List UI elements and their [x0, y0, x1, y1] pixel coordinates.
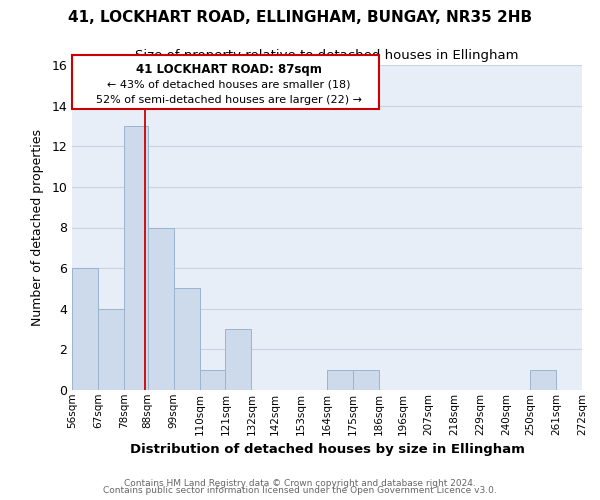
Bar: [353, 370, 379, 390]
Bar: [72, 55, 379, 108]
Text: ← 43% of detached houses are smaller (18): ← 43% of detached houses are smaller (18…: [107, 79, 351, 89]
Bar: [98, 308, 124, 390]
Text: Contains HM Land Registry data © Crown copyright and database right 2024.: Contains HM Land Registry data © Crown c…: [124, 478, 476, 488]
Bar: [72, 268, 98, 390]
Text: Contains public sector information licensed under the Open Government Licence v3: Contains public sector information licen…: [103, 486, 497, 495]
Bar: [173, 288, 199, 390]
Text: 41, LOCKHART ROAD, ELLINGHAM, BUNGAY, NR35 2HB: 41, LOCKHART ROAD, ELLINGHAM, BUNGAY, NR…: [68, 10, 532, 25]
Text: 41 LOCKHART ROAD: 87sqm: 41 LOCKHART ROAD: 87sqm: [136, 63, 322, 76]
X-axis label: Distribution of detached houses by size in Ellingham: Distribution of detached houses by size …: [130, 443, 524, 456]
Bar: [148, 228, 173, 390]
Bar: [327, 370, 353, 390]
Bar: [124, 126, 148, 390]
Bar: [199, 370, 226, 390]
Title: Size of property relative to detached houses in Ellingham: Size of property relative to detached ho…: [135, 50, 519, 62]
Text: 52% of semi-detached houses are larger (22) →: 52% of semi-detached houses are larger (…: [96, 96, 362, 106]
Y-axis label: Number of detached properties: Number of detached properties: [31, 129, 44, 326]
Bar: [530, 370, 556, 390]
Bar: [226, 329, 251, 390]
